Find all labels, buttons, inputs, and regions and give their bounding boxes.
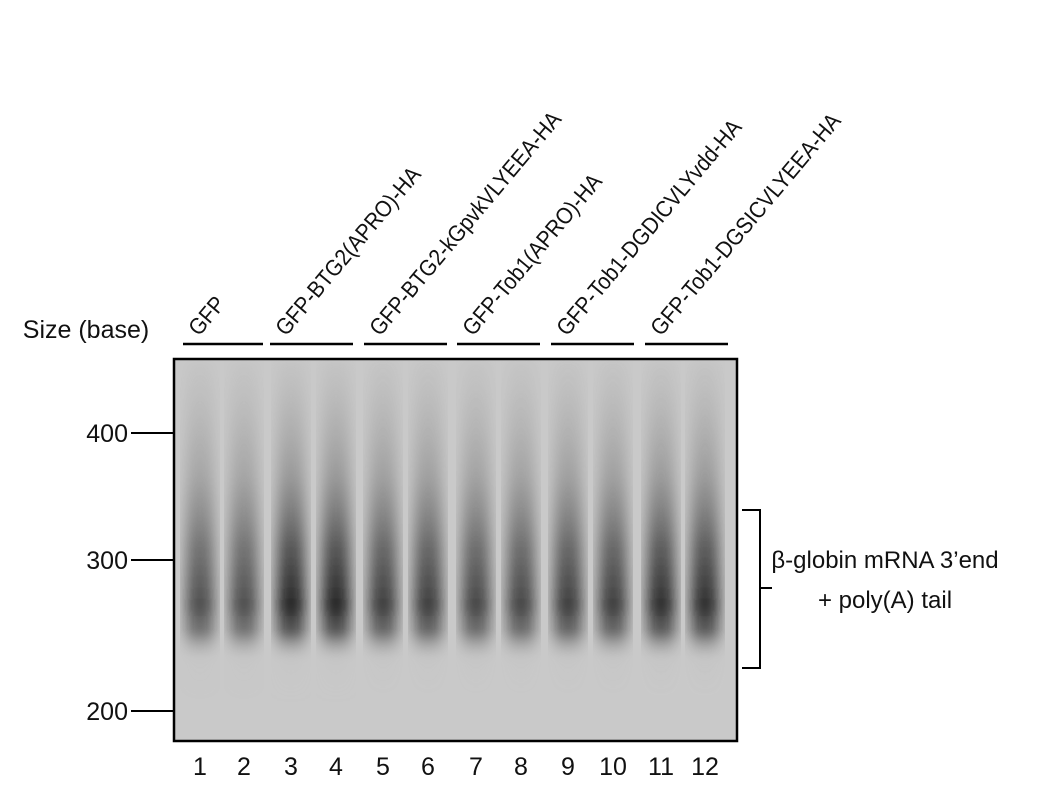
gel-lanes — [186, 360, 719, 700]
gel — [174, 359, 737, 741]
lane-smear — [554, 360, 582, 700]
lane-smear — [507, 360, 535, 700]
lane-number: 12 — [691, 753, 719, 781]
group-label: GFP-Tob1-DGDICVLYvdd-HA — [551, 114, 747, 341]
lane-number: 3 — [284, 753, 298, 781]
lane-number: 11 — [648, 753, 674, 781]
lane-smear — [369, 360, 397, 700]
lane-number: 5 — [376, 753, 390, 781]
lane-smear — [414, 360, 442, 700]
lane-smear — [462, 360, 490, 700]
lane-number: 6 — [421, 753, 435, 781]
annotation: + poly(A) tail — [818, 587, 952, 614]
lane-smear — [277, 360, 305, 700]
gel-border — [172, 357, 739, 743]
lane-number: 2 — [237, 753, 251, 781]
bracket — [742, 509, 772, 669]
lane-smear — [322, 360, 350, 700]
group-label: GFP-Tob1-DGSICVLYEEA-HA — [645, 108, 846, 341]
group-label: GFP-BTG2-kGpvkVLYEEA-HA — [364, 106, 567, 340]
annotation: β-globin mRNA 3’end — [771, 547, 998, 574]
lane-smear — [599, 360, 627, 700]
lane-smear — [186, 360, 214, 700]
marker-label: 400 — [86, 420, 128, 448]
lane-smear — [230, 360, 258, 700]
lane-number: 1 — [193, 753, 207, 781]
lane-number: 7 — [469, 753, 483, 781]
lane-number: 8 — [514, 753, 528, 781]
marker-label: 200 — [86, 698, 128, 726]
lane-smear — [691, 360, 719, 700]
marker-label: 300 — [86, 547, 128, 575]
lane-number: 4 — [329, 753, 343, 781]
lane-smear — [647, 360, 675, 700]
group-label: GFP — [183, 291, 230, 340]
lane-number: 9 — [561, 753, 575, 781]
lane-number: 10 — [599, 753, 627, 781]
size-label: Size (base) — [23, 316, 149, 344]
